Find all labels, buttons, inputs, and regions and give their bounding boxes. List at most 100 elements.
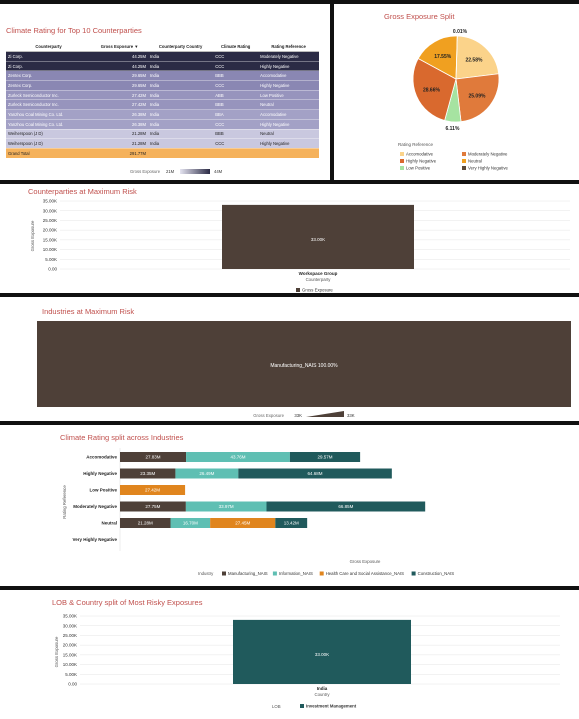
legend-swatch (272, 571, 277, 576)
pie-panel: Gross Exposure Split 22.58% 25.09% 6.11% 28… (334, 0, 579, 180)
y-tick-label: 5.00K (65, 672, 77, 677)
y-axis-title: Rating Reference (62, 485, 67, 519)
table-row: Zi Corp. 44.25M India CCC Highly Negative (6, 61, 319, 72)
table-row: Yanzhou Coal Mining Co. Ltd. 26.38M India C… (6, 119, 319, 130)
table-total-row: Grand Total 291.77M (6, 148, 319, 159)
legend-label: Construction_NAIS (418, 571, 455, 576)
pie-legend-item: Low Positive (406, 166, 431, 171)
y-tick-label: 10.00K (63, 662, 77, 667)
table-legend-min: 21M (166, 169, 175, 174)
industries-panel: Industries at Maximum Risk Manufacturing… (0, 293, 579, 421)
legend-label: Investment Management (306, 704, 357, 709)
pie-title: Gross Exposure Split (384, 12, 455, 21)
heatmap-cell-label: Manufacturing_NAIS 100.00% (270, 363, 338, 369)
table-row: Weiherspoon (J D) 21.28M India BBB Neutral (6, 129, 319, 140)
table-cell (258, 148, 319, 159)
stacked-bar-segment (175, 468, 239, 479)
table-row: Zentex Corp. 29.65M India BBB Accomodative (6, 70, 319, 82)
table-column-header[interactable]: Gross Exposure ▼ (91, 41, 148, 52)
y-tick-label: 0.00 (68, 682, 77, 687)
stacked-bar-segment (289, 452, 361, 462)
legend-swatch (222, 571, 226, 576)
pie-slice (417, 35, 458, 80)
segment-data-label: 27.83M (146, 455, 161, 460)
table-color-legend: Gross Exposure 21M 44M (130, 169, 223, 174)
y-tick-label: 20.00K (63, 643, 77, 648)
stacked-bar-segment (120, 518, 171, 528)
legend-label: Manufacturing_NAIS (228, 571, 268, 576)
table-row: Zurleck Semiconductor Inc. 27.42M India ABB… (6, 90, 319, 101)
y-tick-label: 25.00K (43, 218, 57, 223)
segment-data-label: 66.85M (338, 504, 353, 509)
heatmap-cell (37, 321, 571, 407)
bar-data-label: 33.00K (311, 237, 325, 242)
pie-slice (412, 57, 457, 121)
table-cell: India (147, 119, 214, 130)
stacked-bar-segment (238, 468, 392, 479)
table-row: Weiherspoon (J D) 21.28M India CCC Highly Ne… (6, 138, 319, 149)
legend-swatch (411, 571, 416, 576)
table-panel: Climate Rating for Top 10 Counterparties… (0, 0, 330, 180)
table-row: Zentex Corp. 29.65M India CCC Highly Negativ… (6, 80, 319, 91)
pie-legend-swatch (400, 166, 404, 170)
stacked-bar-segment (120, 468, 176, 479)
stacked-bar-segment (186, 452, 290, 462)
x-tick-label: India (317, 686, 328, 691)
bar (233, 619, 411, 684)
table-column-header[interactable]: Rating Reference (258, 41, 319, 52)
y-tick-label: 35.00K (43, 199, 57, 204)
y-tick-label: 10.00K (43, 247, 57, 252)
split-panel: Climate Rating split across Industries A… (0, 421, 579, 586)
pie-legend-item: Moderately Negative (468, 152, 508, 157)
table-cell: India (147, 90, 214, 101)
table-column-header[interactable]: Climate Rating (213, 41, 259, 52)
table-column-header[interactable]: Counterparty (6, 41, 92, 52)
y-tick-label: Low Positive (89, 488, 117, 493)
y-tick-label: Moderately Negative (73, 504, 117, 509)
y-tick-label: Highly Negative (83, 471, 117, 476)
segment-data-label: 16.70M (183, 521, 198, 526)
table-cell: Highly Negative (258, 80, 319, 91)
table-cell: Zi Corp. (6, 61, 92, 72)
lob-bar-chart: 0.00 5.00K 10.00K 15.00K 20.00K 25.00K 30.00K 3… (54, 614, 560, 709)
legend-title: LOB (272, 704, 281, 709)
stacked-bar-segment (275, 518, 308, 528)
pie-legend-swatch (400, 152, 404, 156)
table-cell: ABB (213, 90, 259, 101)
table-cell: Low Positive (258, 90, 319, 101)
pie-legend-swatch (462, 166, 466, 170)
pie-legend-item: Highly Negative (406, 159, 437, 164)
industries-heatmap: Manufacturing_NAIS 100.00% Gross Exposure… (37, 321, 571, 418)
counterparty-table: Counterparty Gross Exposure ▼ Counterparty… (6, 41, 319, 159)
table-cell: 29.65M (91, 80, 148, 91)
pie-legend-item: Neutral (468, 159, 482, 164)
table-row: Yanzhou Coal Mining Co. Ltd. 26.38M India B… (6, 109, 319, 120)
counterparties-panel: Counterparties at Maximum Risk 0.00 5.00K… (0, 180, 579, 293)
y-tick-label: 30.00K (43, 208, 57, 213)
pie-slice-label: 22.58% (465, 57, 483, 63)
table-cell: Highly Negative (258, 119, 319, 130)
pie-slice-label: 28.66% (423, 87, 441, 93)
table-legend-gradient (180, 169, 210, 174)
table-cell: India (147, 138, 214, 149)
table-cell: BBA (213, 109, 259, 120)
table-cell: Zurleck Semiconductor Inc. (6, 99, 92, 111)
y-axis-title: Gross Exposure (54, 636, 59, 667)
ind-title: Industries at Maximum Risk (42, 307, 135, 316)
table-cell: Neutral (258, 99, 319, 111)
y-tick-label: 15.00K (43, 237, 57, 242)
table-cell: BBB (213, 70, 259, 82)
y-tick-label: Accomodative (86, 455, 117, 460)
pie-slice (455, 35, 500, 80)
stacked-bar-segment (120, 485, 186, 495)
y-tick-label: 0.00 (48, 267, 57, 272)
table-cell: Zentex Corp. (6, 80, 92, 91)
table-column-header[interactable]: Counterparty Country (147, 41, 214, 52)
panel-divider (330, 0, 334, 180)
legend-swatch (319, 571, 324, 576)
pie-slice-label: 25.09% (468, 93, 486, 99)
x-tick-label: Workspace Group (299, 271, 338, 276)
table-cell: Moderately Negative (258, 51, 319, 62)
table-cell: CCC (213, 51, 259, 62)
table-cell: India (147, 70, 214, 82)
